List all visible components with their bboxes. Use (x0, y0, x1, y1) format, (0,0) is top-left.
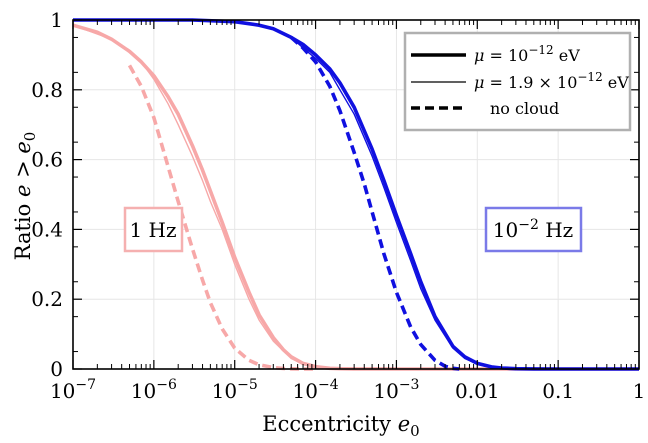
y-tick-labels: 0 0.2 0.4 0.6 0.8 1 (31, 8, 63, 381)
annotation-1hz: 1 Hz (123, 206, 184, 253)
y-tick-label: 0 (50, 357, 63, 381)
legend-label-thin: μ = 1.9 × 10−12 eV (474, 70, 629, 92)
legend: μ = 10−12 eV μ = 1.9 × 10−12 eV no cloud (403, 31, 632, 132)
legend-label-dashed: no cloud (490, 99, 559, 118)
y-axis-title: Ratio e > e0 (11, 132, 39, 261)
x-tick-labels: 10−7 10−6 10−5 10−4 10−3 0.01 0.1 1 (50, 377, 645, 403)
x-axis-title: Eccentricity e0 (262, 412, 419, 440)
x-tick-label: 10−6 (131, 377, 177, 403)
x-tick-label: 10−5 (212, 377, 258, 403)
x-tick-label: 1 (633, 379, 646, 403)
series-line-102hz-dashed (290, 36, 460, 371)
annotation-1hz-box (123, 206, 184, 253)
x-tick-label: 0.01 (455, 379, 500, 403)
y-tick-label: 1 (50, 8, 63, 32)
x-tick-label: 10−7 (50, 377, 96, 403)
y-tick-label: 0.6 (31, 148, 63, 172)
y-tick-label: 0.8 (31, 78, 63, 102)
legend-label-thick: μ = 10−12 eV (474, 43, 580, 65)
annotation-1hz-label: 1 Hz (129, 218, 176, 242)
annotation-10-2hz: 10−2 Hz (484, 206, 583, 253)
plot-frame (72, 19, 640, 370)
x-tick-label: 10−4 (293, 377, 339, 403)
x-tick-label: 10−3 (373, 377, 419, 403)
x-tick-label: 0.1 (542, 379, 574, 403)
y-tick-label: 0.2 (31, 287, 63, 311)
y-tick-label: 0.4 (31, 217, 63, 241)
series-line-1hz-dashed (127, 64, 316, 371)
series-line-102hz-thin (73, 19, 639, 370)
annotation-10-2hz-box (484, 206, 583, 253)
